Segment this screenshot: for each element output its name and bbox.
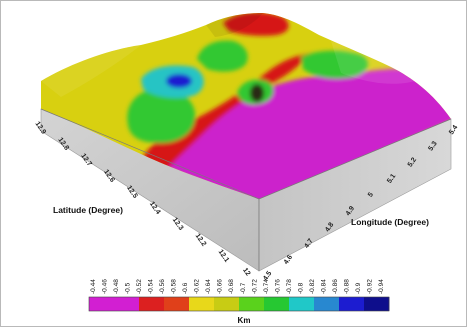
- colorbar-swatch: [114, 297, 140, 311]
- colorbar-swatch: [314, 297, 340, 311]
- x-axis-title: Longitude (Degree): [351, 217, 429, 227]
- longitude-tick: 5.4: [448, 124, 459, 136]
- colorbar-tick: -0.94: [378, 279, 385, 294]
- colorbar-swatch: [89, 297, 115, 311]
- region-blue: [166, 74, 192, 88]
- colorbar: [88, 296, 390, 312]
- colorbar-tick: -0.78: [286, 279, 293, 294]
- region-red-top: [223, 13, 289, 36]
- colorbar-swatch: [139, 297, 165, 311]
- colorbar-tick: -0.8: [297, 282, 304, 294]
- colorbar-tick: -0.46: [102, 279, 109, 294]
- colorbar-tick: -0.84: [320, 279, 327, 294]
- longitude-tick: 5.1: [386, 173, 397, 185]
- region-red-band: [141, 53, 313, 171]
- colorbar-tick: -0.7: [240, 282, 247, 294]
- colorbar-tick: -0.64: [205, 279, 212, 294]
- longitude-tick: 4.6: [283, 254, 294, 266]
- colorbar-tick: -0.54: [148, 279, 155, 294]
- colorbar-unit: Km: [238, 316, 251, 325]
- longitude-tick: 4.5: [262, 270, 273, 282]
- colorbar-tick: -0.44: [90, 279, 97, 294]
- colorbar-tick: -0.58: [171, 279, 178, 294]
- longitude-tick-labels: 4.5 4.6 4.7 4.8 4.9 5 5.1 5.2 5.3 5.4: [262, 124, 459, 282]
- latitude-tick: 12: [241, 267, 251, 277]
- colorbar-swatch: [214, 297, 240, 311]
- colorbar-swatch: [339, 297, 365, 311]
- region-green-right: [301, 50, 368, 79]
- colorbar-tick-labels: -0.44 -0.46 -0.48 -0.5 -0.52 -0.54 -0.56 -0.58-…: [90, 279, 385, 294]
- colorbar-frame: [88, 296, 390, 312]
- region-dark-pit: [250, 84, 264, 102]
- region-magenta: [161, 68, 451, 199]
- region-green-top: [197, 40, 248, 72]
- colorbar-tick: -0.82: [309, 279, 316, 294]
- colorbar-tick: -0.56: [159, 279, 166, 294]
- region-green-left: [127, 88, 196, 143]
- colorbar-swatch: [164, 297, 190, 311]
- colorbar-tick: -0.52: [136, 279, 143, 294]
- longitude-tick: 4.7: [303, 238, 314, 250]
- colorbar-tick: -0.76: [274, 279, 281, 294]
- longitude-tick: 4.8: [324, 221, 335, 233]
- colorbar-tick: -0.72: [251, 279, 258, 294]
- colorbar-tick: -0.66: [217, 279, 224, 294]
- colorbar-swatch: [289, 297, 315, 311]
- colorbar-tick: -0.48: [113, 279, 120, 294]
- colorbar-tick: -0.6: [182, 282, 189, 294]
- colorbar-swatch: [264, 297, 290, 311]
- colorbar-tick: -0.92: [367, 279, 374, 294]
- longitude-tick: 5: [367, 191, 375, 198]
- colorbar-tick: -0.86: [332, 279, 339, 294]
- colorbar-swatch: [239, 297, 265, 311]
- colorbar-tick: -0.9: [355, 282, 362, 294]
- colorbar-tick: -0.5: [125, 282, 132, 294]
- y-axis-title: Latitude (Degree): [53, 205, 123, 215]
- colorbar-tick: -0.62: [194, 279, 201, 294]
- longitude-tick: 5.3: [427, 140, 438, 152]
- colorbar-tick: -0.74: [263, 279, 270, 294]
- colorbar-swatch: [189, 297, 215, 311]
- colorbar-tick: -0.68: [228, 279, 235, 294]
- longitude-tick: 4.9: [345, 205, 356, 217]
- colorbar-swatch: [364, 297, 390, 311]
- colorbar-tick: -0.88: [343, 279, 350, 294]
- longitude-tick: 5.2: [407, 156, 418, 168]
